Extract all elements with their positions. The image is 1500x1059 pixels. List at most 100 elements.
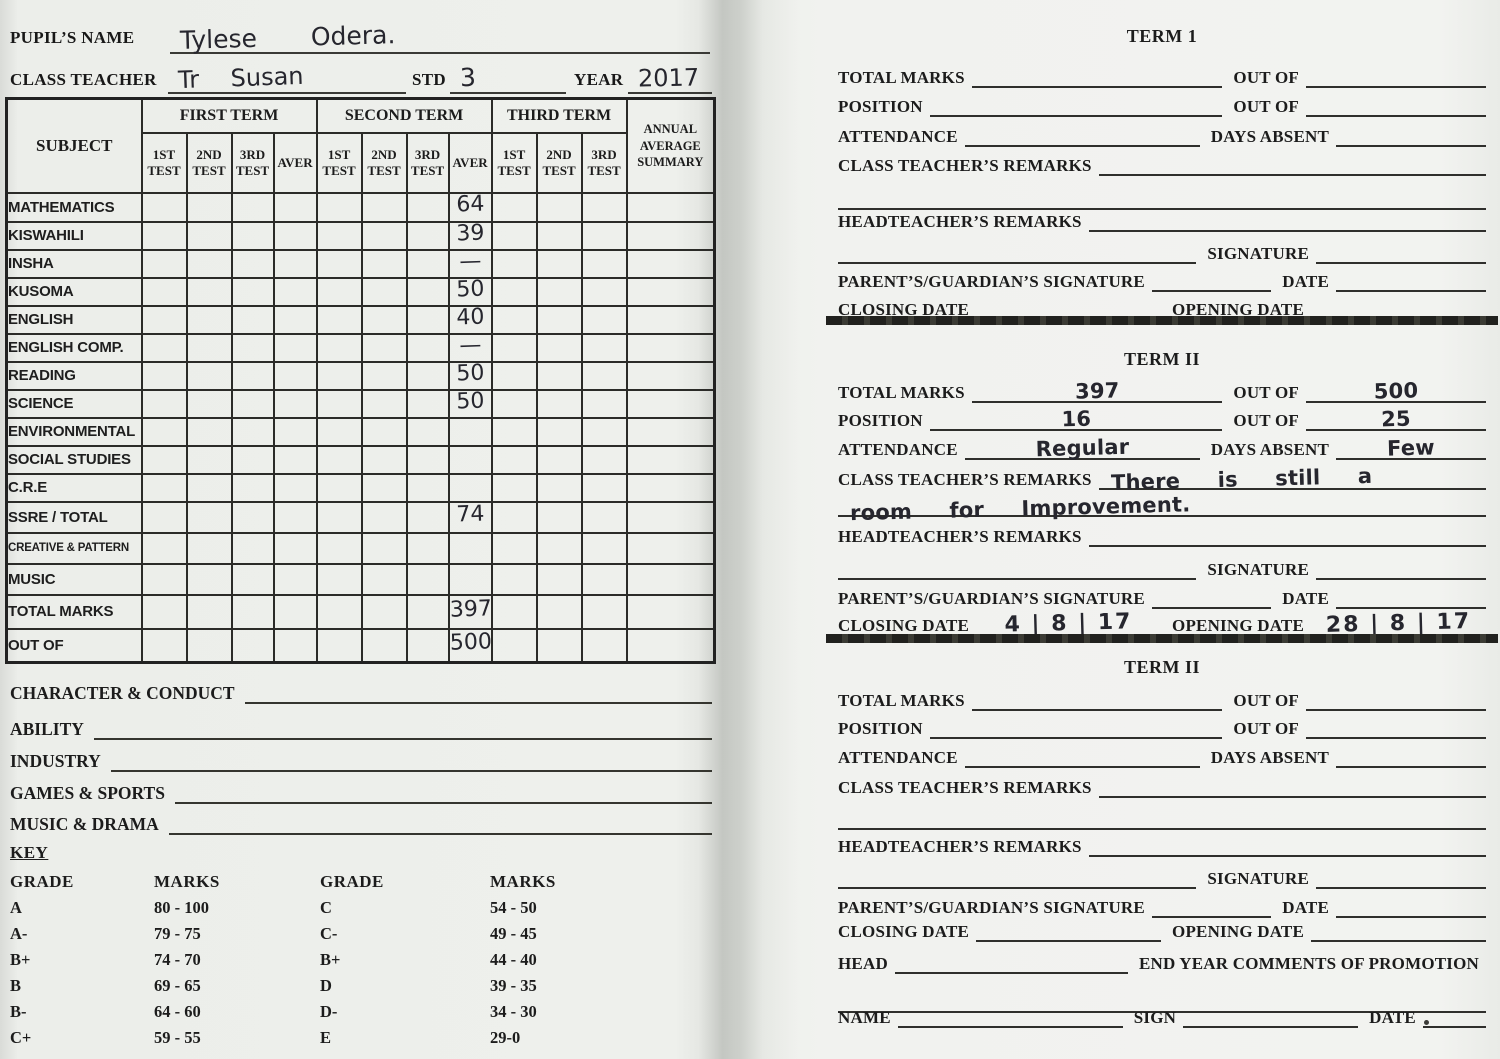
key-grade: C- <box>320 924 338 943</box>
mark-cell <box>405 531 450 565</box>
key-marks: 74 - 70 <box>154 950 201 969</box>
mark-cell <box>625 332 716 363</box>
subject-header: SUBJECT <box>5 97 143 194</box>
handwritten-mark: 50 <box>455 276 485 302</box>
blank-line <box>174 776 712 804</box>
attendance-label: ATTENDANCE <box>838 440 958 459</box>
mark-cell <box>272 562 318 596</box>
parent-signature-row: PARENT’S/GUARDIAN’S SIGNATURE DATE <box>838 892 1486 918</box>
remarks-line <box>1098 770 1486 798</box>
mark-cell <box>140 416 188 447</box>
term-title: TERM II <box>1123 657 1200 677</box>
date-line <box>1336 890 1486 918</box>
mark-cell <box>490 304 538 335</box>
head-row: HEAD END YEAR COMMENTS OF PROMOTION <box>838 948 1486 974</box>
mark-cell <box>315 191 363 223</box>
mark-cell <box>315 360 363 391</box>
signature-row: SIGNATURE <box>838 863 1486 889</box>
mark-cell <box>272 472 318 503</box>
end-year-comments-label: END YEAR COMMENTS OF PROMOTION <box>1138 954 1479 973</box>
table-row: OUT OF 500 <box>5 627 716 664</box>
out-of-line <box>1306 89 1486 117</box>
out-of-line: 500 <box>1306 375 1486 404</box>
mark-cell <box>230 593 275 630</box>
handwritten-mark: 40 <box>455 304 485 330</box>
out-of-line <box>1306 60 1486 88</box>
mark-cell <box>405 627 450 664</box>
mark-cell <box>360 388 408 419</box>
position-line <box>929 89 1223 117</box>
mark-cell <box>535 332 583 363</box>
mark-cell <box>230 444 275 475</box>
mark-cell <box>140 562 188 596</box>
mark-cell <box>535 360 583 391</box>
test-column-header: 2ND TEST <box>535 131 583 194</box>
date-line <box>1422 1000 1486 1028</box>
marks-table-body: MATHEMATICS 64 KISWAHILI 39 INSHA — KUSOMA 50 EN… <box>5 191 716 664</box>
mark-cell <box>580 500 628 534</box>
mark-cell <box>535 276 583 307</box>
blank-line <box>838 985 1486 1013</box>
test-column-header: 1ST TEST <box>140 131 188 194</box>
days-absent-line <box>1336 119 1486 147</box>
out-of-label: OUT OF <box>1233 691 1299 710</box>
opening-date-label: OPENING DATE <box>1172 616 1304 635</box>
mark-cell <box>490 593 538 630</box>
total-marks-label: TOTAL MARKS <box>838 383 965 402</box>
attendance-row: ATTENDANCE DAYS ABSENT <box>838 742 1486 768</box>
mark-cell: 64 <box>447 191 493 223</box>
parent-signature-row: PARENT’S/GUARDIAN’S SIGNATURE DATE <box>838 266 1486 292</box>
signature-label: SIGNATURE <box>1207 560 1309 579</box>
closing-date-label: CLOSING DATE <box>838 300 970 319</box>
mark-cell <box>315 304 363 335</box>
table-row: READING 50 <box>5 360 716 391</box>
subject-cell: SSRE / TOTAL <box>5 500 143 534</box>
mark-cell <box>185 593 233 630</box>
days-absent-label: DAYS ABSENT <box>1210 440 1329 459</box>
mark-cell <box>272 304 318 335</box>
key-grade-header: GRADE <box>10 872 74 891</box>
mark-cell <box>360 276 408 307</box>
mark-cell <box>535 388 583 419</box>
subject-cell: CREATIVE & PATTERN <box>5 531 143 565</box>
mark-cell <box>230 360 275 391</box>
conduct-row: CHARACTER & CONDUCT <box>10 678 712 704</box>
blank-line <box>838 236 1197 264</box>
total-marks-line <box>971 60 1223 88</box>
mark-cell <box>140 332 188 363</box>
mark-cell <box>360 360 408 391</box>
total-marks-label: TOTAL MARKS <box>838 68 965 87</box>
subject-cell: INSHA <box>5 248 143 279</box>
mark-cell <box>230 388 275 419</box>
mark-cell <box>625 360 716 391</box>
key-grade: D <box>320 976 332 995</box>
table-row: KUSOMA 50 <box>5 276 716 307</box>
blank-line-row <box>838 804 1486 830</box>
date-line <box>1336 581 1486 609</box>
date-line <box>1336 264 1486 292</box>
key-grid: GRADE MARKS GRADE MARKS A 80 - 100 C 54 - 50 A- 7… <box>10 866 630 1048</box>
sign-label: SIGN <box>1133 1008 1177 1027</box>
subject-cell: ENGLISH <box>5 304 143 335</box>
test-column-header: 2ND TEST <box>360 131 408 194</box>
key-marks: 79 - 75 <box>154 924 201 943</box>
conduct-row: INDUSTRY <box>10 746 712 772</box>
mark-cell <box>625 531 716 565</box>
mark-cell: 397 <box>447 593 493 630</box>
headteacher-remarks-line <box>1088 204 1486 232</box>
handwritten-out-of: 25 <box>1380 406 1412 432</box>
headteacher-remarks-row: HEADTEACHER’S REMARKS <box>838 206 1486 232</box>
key-marks: 29-0 <box>490 1028 521 1047</box>
key-grade: A <box>10 898 22 917</box>
mark-cell <box>580 191 628 223</box>
mark-cell <box>272 388 318 419</box>
key-grade: E <box>320 1028 332 1047</box>
mark-cell <box>490 248 538 279</box>
closing-date-line: 4 | 8 | 17 <box>976 608 1162 638</box>
handwritten-mark: 50 <box>455 388 485 414</box>
mark-cell <box>360 562 408 596</box>
subject-cell: MUSIC <box>5 562 143 596</box>
handwritten-remarks <box>1099 170 1486 180</box>
mark-cell <box>535 472 583 503</box>
handwritten-mark: 39 <box>455 220 485 246</box>
